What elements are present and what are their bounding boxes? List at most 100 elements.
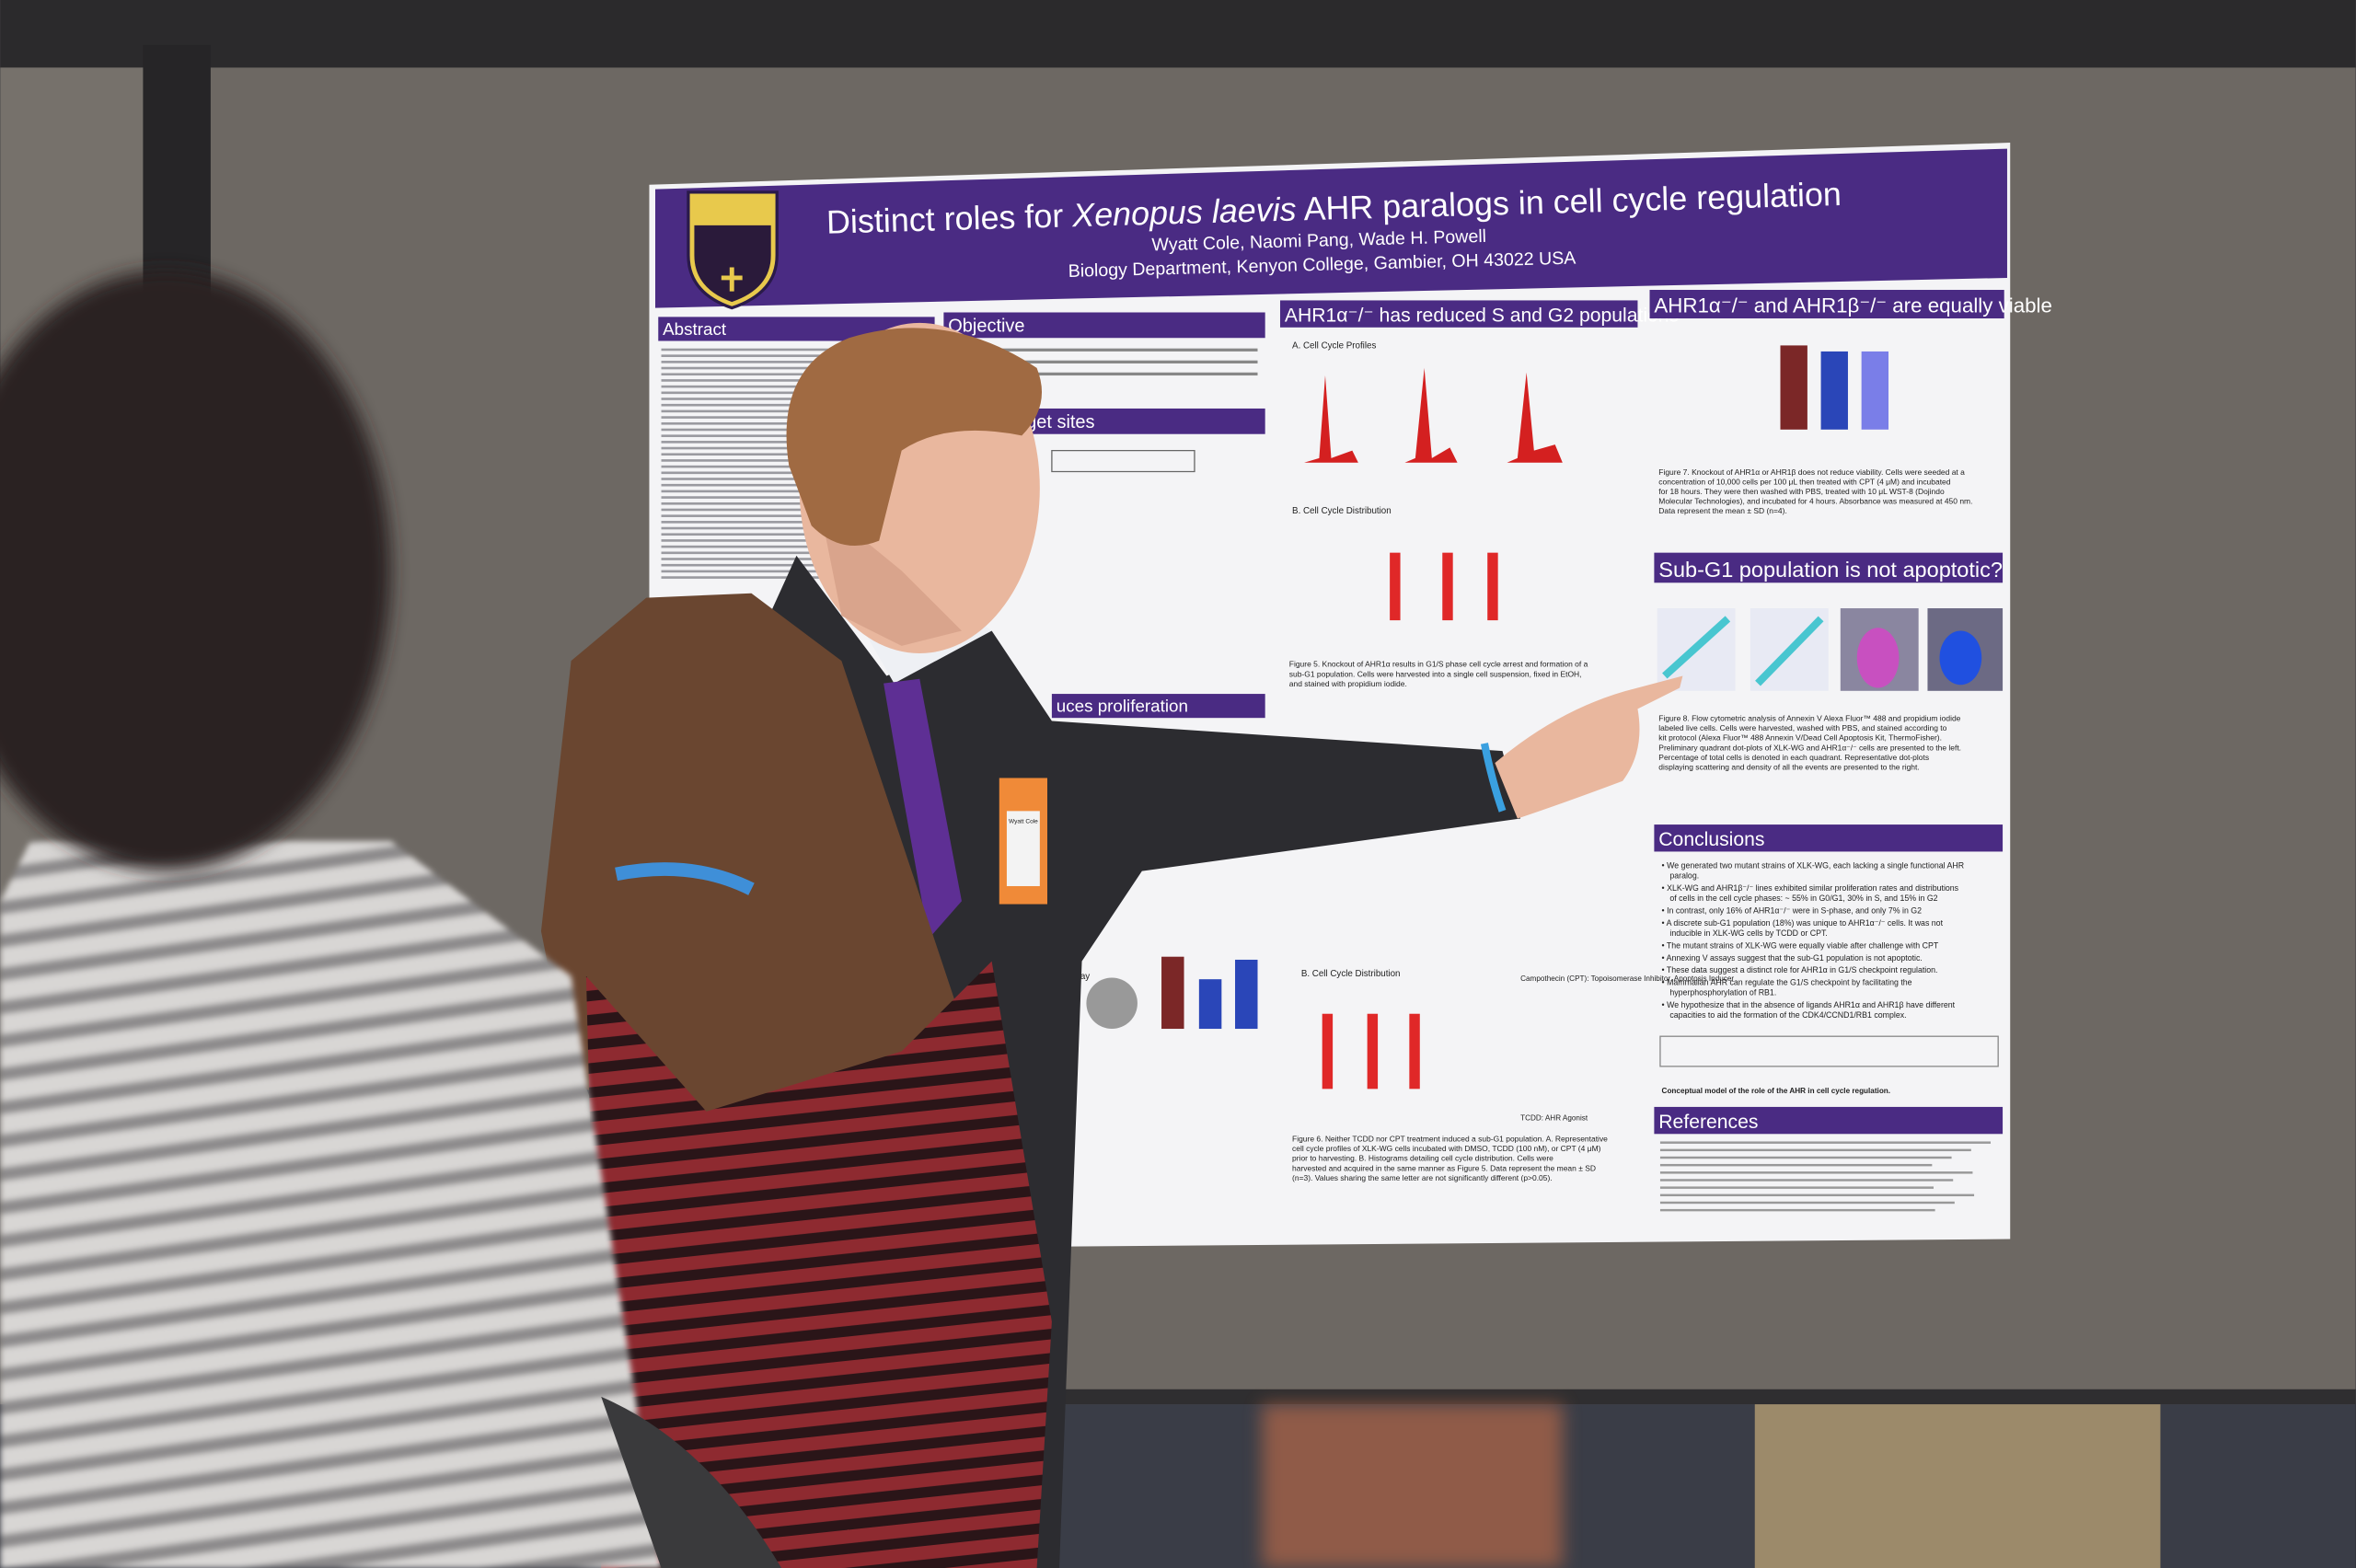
text-line: Molecular Technologies), and incubated f… [1658, 497, 1972, 506]
badge-name: Wyatt Cole [1009, 818, 1038, 824]
flow-cloud [1662, 616, 1731, 679]
reference-line [1659, 1171, 1973, 1174]
abstract-text-line [661, 434, 899, 437]
reference-line [1659, 1208, 1935, 1212]
abstract-text-line [661, 403, 892, 407]
section-header: Objective [948, 317, 1024, 337]
wristband [1480, 743, 1507, 813]
chart-bar [1161, 956, 1184, 1030]
shield-lower [694, 225, 771, 303]
conclusion-item: • A discrete sub-G1 population (18%) was… [1662, 918, 1944, 938]
text-line: prior to harvesting. B. Histograms detai… [1292, 1154, 1553, 1163]
section-header: Sub-G1 population is not apoptotic? [1658, 558, 2003, 582]
figure-caption: Figure 5. Knockout of AHR1α results in G… [1289, 660, 1588, 688]
man-shirt-collar [818, 552, 992, 684]
reference-line [1659, 1141, 1992, 1144]
text-line: Data represent the mean ± SD (n=4). [1658, 506, 1787, 515]
text-line: labeled live cells. Cells were harvested… [1658, 723, 1946, 732]
section-header: AHR1α⁻/⁻ has reduced S and G2 population… [1285, 305, 1679, 326]
section-header: get sites [1026, 412, 1094, 432]
text-line: • Annexing V assays suggest that the sub… [1662, 953, 1923, 963]
text-line: Figure 7. Knockout of AHR1α or AHR1β doe… [1658, 467, 1965, 477]
abstract-text-line [661, 483, 893, 487]
conclusion-item: • The mutant strains of XLK-WG were equa… [1662, 940, 1939, 950]
histogram-peak [1404, 367, 1458, 463]
title-part: Xenopus laevis [1071, 190, 1297, 234]
text-line: Figure 8. Flow cytometric analysis of An… [1658, 713, 1960, 722]
figure-label: A. Cell Cycle Profiles [1292, 341, 1376, 352]
text-line: displaying scattering and density of all… [1658, 762, 1919, 771]
abstract-text-line [661, 385, 905, 388]
abstract-text-line [661, 490, 904, 493]
abstract-text-line [661, 521, 911, 524]
abstract-text-line [661, 508, 890, 512]
conclusion-item: • Annexing V assays suggest that the sub… [1662, 953, 1923, 963]
figure-caption: Figure 6. Neither TCDD nor CPT treatment… [1292, 1134, 1608, 1182]
bystander-legs [1754, 1404, 2161, 1568]
figure-caption: Figure 7. Knockout of AHR1α or AHR1β doe… [1658, 467, 1972, 515]
text-line: • XLK-WG and AHR1β⁻/⁻ lines exhibited si… [1662, 883, 1959, 893]
conclusion-item: • XLK-WG and AHR1β⁻/⁻ lines exhibited si… [1662, 883, 1959, 903]
abstract-text-line [661, 526, 921, 530]
chart-bar [1198, 979, 1222, 1030]
figure-caption: Figure 8. Flow cytometric analysis of An… [1658, 713, 1961, 771]
text-line: Figure 5. Knockout of AHR1α results in G… [1289, 660, 1588, 669]
abstract-text-line [661, 502, 925, 505]
chart-bar [1390, 552, 1401, 621]
section-header-bar [1022, 408, 1265, 434]
name-badge-card [1006, 811, 1040, 886]
text-line: kit protocol (Alexa Fluor™ 488 Annexin V… [1658, 733, 1942, 743]
chart-bar [1780, 345, 1807, 430]
chart-bar [1487, 552, 1498, 621]
abstract-text-line [661, 416, 913, 419]
histogram-peak [1507, 372, 1563, 463]
model-diagram [1659, 1035, 1999, 1067]
text-line: paralog. [1669, 870, 1699, 880]
histogram-peak [1304, 375, 1358, 463]
abstract-text-line [661, 428, 888, 432]
chart-bar [1442, 552, 1453, 621]
chart-bar [1367, 1013, 1379, 1090]
abstract-text-line [661, 570, 905, 573]
abstract-text-line [661, 354, 897, 357]
figure-label: B. Cell Cycle Distribution [1292, 506, 1392, 516]
section-header: uces proliferation [1057, 697, 1188, 716]
abstract-text-line [661, 366, 918, 370]
abstract-text-line [661, 348, 887, 352]
shield-cross [721, 267, 743, 292]
flow-density [1939, 630, 1982, 686]
section-header-bar [1654, 552, 2004, 583]
text-line: Percentage of total cells is denoted in … [1658, 753, 1929, 762]
text-line: hyperphosphorylation of RB1. [1669, 988, 1776, 997]
wall-top-frame [0, 0, 2356, 68]
chart-bar [1861, 351, 1889, 430]
abstract-text-line [661, 373, 930, 376]
figure-label: TCDD: AHR Agonist [1520, 1114, 1588, 1123]
reference-line [1659, 1148, 1971, 1152]
title-part: Distinct roles for [826, 197, 1072, 240]
abstract-text-line [661, 533, 887, 536]
conclusion-item: • We hypothesize that in the absence of … [1662, 1000, 1956, 1020]
poster-title: Distinct roles for Xenopus laevis AHR pa… [826, 176, 1842, 241]
flow-cloud [1755, 616, 1824, 686]
gene-diagram [1051, 450, 1195, 473]
text-line: Figure 6. Neither TCDD nor CPT treatment… [1292, 1134, 1608, 1143]
girl-shirt [585, 961, 1052, 1568]
section-header: References [1658, 1112, 1758, 1133]
text-line: • We generated two mutant strains of XLK… [1662, 860, 1965, 870]
objective-text-line [949, 360, 1258, 363]
blurred-chair [1262, 1404, 1563, 1568]
text-line: of cells in the cell cycle phases: ~ 55%… [1669, 894, 1937, 903]
reference-line [1659, 1201, 1955, 1205]
backpack-strap [601, 1396, 782, 1568]
section-header-bar [1279, 300, 1638, 328]
text-line: Preliminary quadrant dot-plots of XLK-WG… [1658, 743, 1961, 752]
chart-bar [1235, 959, 1258, 1030]
objective-text-line [949, 348, 1258, 352]
chart-bar [1409, 1013, 1420, 1090]
text-line: • Mammalian AHR can regulate the G1/S ch… [1662, 978, 1912, 987]
abstract-text-line [661, 514, 901, 517]
abstract-text-line [661, 539, 897, 542]
objective-text-line [949, 372, 1258, 376]
text-line: concentration of 10,000 cells per 100 μL… [1658, 477, 1950, 486]
